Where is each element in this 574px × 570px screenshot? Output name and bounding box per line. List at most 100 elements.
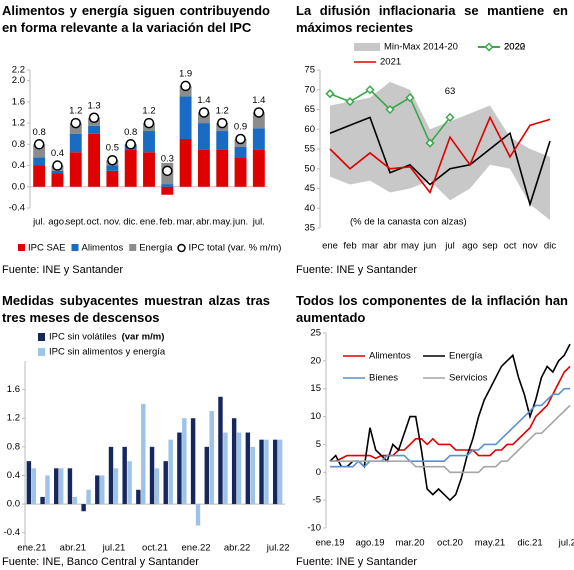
y-tick-label: -0.4 <box>4 527 20 538</box>
annotation: 63 <box>445 86 456 97</box>
bar-segment <box>51 170 64 174</box>
x-tick-label: jun. <box>232 217 248 228</box>
bar-segment <box>51 173 64 187</box>
data-label: 0.5 <box>106 143 119 154</box>
data-label: 1.2 <box>69 106 82 117</box>
x-tick-label: dic.21 <box>517 538 542 549</box>
legend-label: 2021 <box>380 57 401 68</box>
bar-segment <box>106 165 119 171</box>
source: Fuente: INE y Santander <box>2 264 124 276</box>
x-tick-label: jul. <box>32 217 45 228</box>
y-tick-label: 0.4 <box>7 470 20 481</box>
y-tick-label: 15 <box>310 383 321 394</box>
bar <box>122 446 127 505</box>
legend-label: Servicios <box>449 373 488 384</box>
y-tick-label: 50 <box>304 163 315 174</box>
y-tick-label: 35 <box>304 223 315 234</box>
data-label: 1.3 <box>87 100 100 111</box>
x-tick-label: abr <box>383 241 397 252</box>
bar-segment <box>197 112 210 124</box>
bar-segment <box>161 184 174 187</box>
y-tick-label: -5 <box>313 495 321 506</box>
bar <box>100 475 105 505</box>
data-label: 1.2 <box>216 106 229 117</box>
bar <box>40 496 45 505</box>
x-tick-label: feb. <box>159 217 175 228</box>
marker <box>325 89 335 99</box>
data-label: 0.3 <box>161 153 174 164</box>
bar-segment <box>143 152 155 187</box>
line <box>329 116 551 208</box>
bar-segment <box>69 133 82 153</box>
bar-segment <box>252 149 265 187</box>
y-tick-label: 2.0 <box>12 75 25 86</box>
bar-segment <box>143 131 155 153</box>
bar <box>223 432 228 505</box>
legend-swatch <box>38 348 45 356</box>
bar <box>26 461 32 505</box>
bar-segment <box>88 133 101 187</box>
bar <box>149 446 155 505</box>
y-tick-label: 0.8 <box>7 441 20 452</box>
y-tick-label: 1.2 <box>7 413 20 424</box>
total-marker <box>235 133 246 145</box>
bar <box>113 468 119 505</box>
source: Fuente: INE y Santander <box>296 264 418 276</box>
bar-segment <box>234 157 247 187</box>
y-tick-label: 0.8 <box>12 139 25 150</box>
marker <box>405 93 415 103</box>
legend-label: 2020 <box>504 42 525 53</box>
range-band <box>330 81 550 221</box>
legend-label: Min-Max 2014-20 <box>384 42 458 53</box>
y-tick-label: 75 <box>304 65 315 76</box>
legend-label: Alimentos <box>82 243 124 254</box>
data-label: 1.4 <box>252 95 265 106</box>
x-tick-label: abr.21 <box>60 543 86 554</box>
data-label: 1.4 <box>197 95 210 106</box>
x-tick-label: oct <box>504 241 517 252</box>
y-tick-label: 0.0 <box>7 499 20 510</box>
x-tick-label: ene.22 <box>182 543 211 554</box>
x-tick-label: jul. <box>252 217 265 228</box>
y-tick-label: 10 <box>310 411 321 422</box>
marker <box>345 97 355 107</box>
y-tick-label: 1.6 <box>7 384 20 395</box>
bar <box>250 446 255 505</box>
x-tick-label: oct. <box>86 217 101 228</box>
bar <box>231 418 237 505</box>
bar-segment <box>124 149 137 187</box>
source: Fuente: INE y Santander <box>296 556 418 568</box>
x-tick-label: jul <box>444 241 455 252</box>
x-tick-label: ago. <box>48 217 67 228</box>
x-tick-label: ago <box>462 241 478 252</box>
y-tick-label: -0.4 <box>9 203 25 214</box>
data-label: 1.2 <box>142 106 155 117</box>
bar-segment <box>179 139 192 187</box>
y-tick-label: 55 <box>304 144 315 155</box>
total-marker <box>107 154 118 166</box>
total-marker <box>33 139 45 150</box>
y-tick-label: 1.6 <box>12 96 25 107</box>
x-tick-label: ene.21 <box>17 543 46 554</box>
total-marker <box>52 160 63 171</box>
bar <box>277 439 283 505</box>
x-tick-label: mar. <box>176 217 194 228</box>
y-tick-label: 0.0 <box>12 181 25 192</box>
chart-title: Todos los componentes de la inflación ha… <box>296 293 568 325</box>
y-tick-label: 70 <box>304 84 315 95</box>
bar <box>86 489 91 505</box>
y-tick-label: 20 <box>310 355 321 366</box>
marker <box>425 138 435 148</box>
bar <box>245 432 251 505</box>
x-tick-label: mar <box>362 241 378 252</box>
legend-swatch <box>129 244 137 251</box>
bar <box>141 403 146 505</box>
total-marker <box>253 107 265 118</box>
total-marker <box>143 117 155 129</box>
line <box>329 115 551 195</box>
line <box>330 365 571 462</box>
legend-label: Energía <box>139 243 173 254</box>
x-tick-label: sept. <box>65 217 86 228</box>
legend-label: 2022 <box>504 42 525 53</box>
